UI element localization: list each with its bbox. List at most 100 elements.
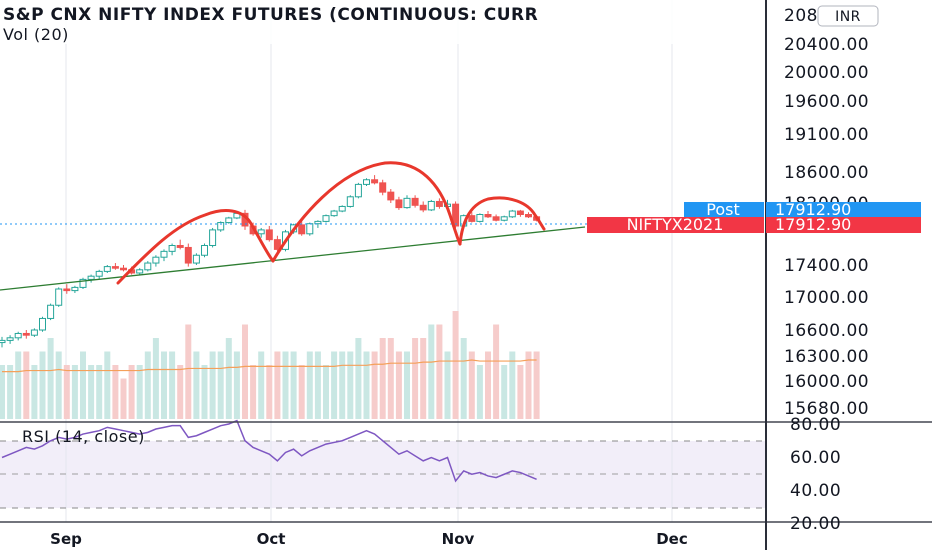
candle (47, 303, 55, 321)
candle-body (120, 267, 127, 271)
currency-label: INR (835, 9, 861, 25)
candle-body (111, 266, 119, 269)
candle-body (387, 191, 395, 201)
candle-body (176, 245, 184, 248)
candle (144, 261, 152, 272)
arc-annotation-2[interactable] (271, 161, 462, 263)
candle (346, 195, 354, 208)
time-tick-label: Dec (656, 530, 688, 548)
arc-annotation-1[interactable] (116, 209, 275, 285)
candle-body (338, 205, 346, 212)
symbol-tag-label: NIFTYX2021 (627, 215, 724, 234)
candle (63, 284, 71, 294)
symbol-tag-value: 17912.90 (775, 215, 851, 234)
candle-body (273, 239, 281, 250)
candle-body (55, 288, 63, 306)
volume-bar (177, 365, 184, 419)
candle-body (508, 210, 516, 218)
currency-button[interactable] (817, 5, 879, 27)
candle-body (403, 197, 411, 209)
candle (111, 263, 119, 270)
candle-body (411, 197, 419, 206)
candle (419, 201, 427, 213)
candle-body (363, 179, 370, 185)
volume-bar (144, 351, 151, 419)
candle-body (330, 210, 338, 217)
candle (468, 212, 476, 223)
rsi-axis-ticks: 80.00 60.00 40.00 20.00 (790, 415, 841, 534)
candle (508, 209, 516, 218)
volume-bar (104, 351, 111, 419)
volume-bar (39, 351, 46, 419)
arc-annotation-3[interactable] (458, 196, 546, 246)
volume-bar (339, 351, 346, 419)
candle-body (314, 220, 322, 225)
candle-body (136, 269, 144, 274)
candle (427, 199, 435, 212)
candle (217, 221, 225, 232)
candle (435, 198, 443, 209)
volume-bar (0, 365, 5, 419)
volume-bar (395, 351, 402, 419)
candle (306, 222, 314, 236)
candle-body (79, 278, 87, 288)
support-trendline[interactable] (0, 226, 586, 291)
volume-bar (128, 365, 135, 419)
candle-body (427, 200, 435, 211)
volume-bar (533, 351, 540, 419)
candle (257, 227, 265, 238)
price-tick-label: 16000.00 (784, 372, 869, 392)
rsi-tick-label: 60.00 (790, 448, 841, 468)
candle (22, 330, 30, 339)
candle (39, 316, 46, 332)
candle (79, 277, 87, 289)
volume-bar (290, 351, 297, 419)
candle-body (47, 304, 55, 319)
candle-body (525, 214, 532, 218)
volume-bar (112, 365, 119, 419)
candle-body (144, 262, 152, 271)
candle-body (160, 250, 168, 258)
candle-body (500, 216, 508, 221)
time-tick-label: Oct (257, 530, 286, 548)
candle (395, 196, 403, 210)
volume-bar (404, 351, 410, 419)
volume-bar (201, 365, 208, 419)
candle-body (103, 266, 111, 272)
volume-bar (23, 351, 30, 419)
candle (136, 268, 144, 275)
time-tick-label: Nov (442, 530, 475, 548)
price-tick-label: 19100.00 (784, 125, 869, 145)
volume-bar (485, 351, 491, 419)
volume-bar (7, 365, 14, 419)
rsi-tick-label: 40.00 (790, 481, 841, 501)
volume-bar (63, 365, 70, 419)
volume-bar (517, 365, 524, 419)
candle-body (419, 204, 427, 211)
price-tick-label: 17000.00 (784, 288, 869, 308)
volume-bar (428, 324, 435, 419)
volume-bar (217, 351, 224, 419)
volume-bar (468, 351, 475, 419)
candle-body (22, 332, 30, 336)
candle-body (435, 200, 443, 207)
volume-bar (460, 338, 467, 419)
volume-bar (363, 351, 370, 419)
volume-bar (412, 338, 419, 419)
volume-bar (379, 338, 386, 419)
volume-bar (323, 365, 329, 419)
volume-bar (120, 378, 127, 419)
candle (87, 274, 95, 283)
volume-ma-line (2, 359, 537, 373)
volume-bar (282, 351, 289, 419)
candle (411, 195, 419, 208)
candle (354, 182, 362, 199)
candle (152, 255, 160, 267)
candle-body (87, 275, 95, 280)
price-tick-label: 16600.00 (784, 321, 869, 341)
volume-bar (169, 351, 176, 419)
candle-body (468, 215, 476, 222)
volume-bar (266, 365, 273, 419)
candle-body (95, 270, 103, 277)
